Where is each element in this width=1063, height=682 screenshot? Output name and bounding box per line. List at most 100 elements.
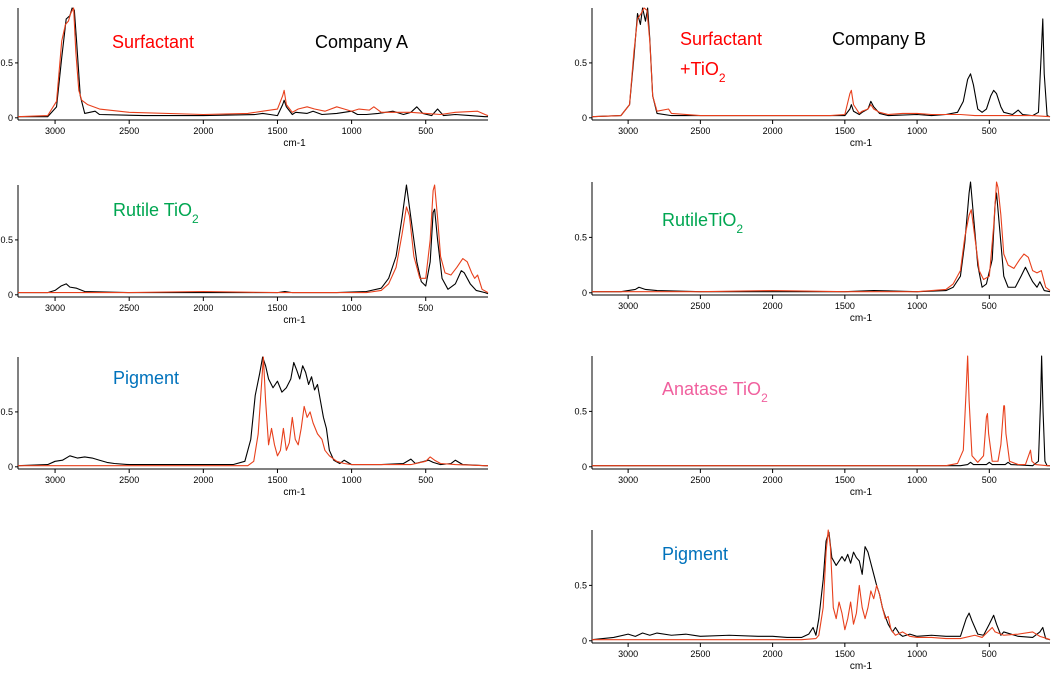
x-tick-label: 1500 <box>835 475 855 485</box>
x-tick-label: 2000 <box>763 126 783 136</box>
x-tick-label: 3000 <box>45 126 65 136</box>
x-tick-label: 1000 <box>907 126 927 136</box>
y-tick-label: 0 <box>582 462 587 472</box>
y-tick-label: 0.5 <box>574 232 587 242</box>
panel-label-text: RutileTiO <box>662 210 736 230</box>
panel-label: Pigment <box>113 368 179 388</box>
chart-panel-b3: 3000 2500 2000 1500 1000 500 0 0.5 cm-1 Anatase T… <box>574 355 1050 498</box>
chart-panel-a3: 3000 2500 2000 1500 1000 500 0 0.5 cm-1 Pigment <box>0 356 488 498</box>
panel-label-subscript: 2 <box>192 212 199 226</box>
x-tick-label: 2500 <box>119 303 139 313</box>
series-line-reference <box>18 356 488 467</box>
x-tick-label: 3000 <box>618 649 638 659</box>
series-line-reference <box>592 355 1050 467</box>
x-tick-label: 2500 <box>690 649 710 659</box>
y-tick-label: 0.5 <box>574 58 587 68</box>
series-line-sample <box>18 7 488 118</box>
panel-label-text: Rutile TiO <box>113 200 192 220</box>
panel-label: Rutile TiO2 <box>113 200 199 226</box>
panel-label-line2: +TiO2 <box>680 59 726 85</box>
series-line-sample <box>591 531 1051 641</box>
x-tick-label: 2500 <box>690 475 710 485</box>
company-b-title: Company B <box>832 29 926 49</box>
y-tick-label: 0 <box>8 113 13 123</box>
x-tick-label: 500 <box>418 126 433 136</box>
x-axis-label: cm-1 <box>850 313 873 324</box>
x-tick-label: 2000 <box>763 475 783 485</box>
chart-panel-b4: 3000 2500 2000 1500 1000 500 0 0.5 cm-1 Pigment <box>574 529 1051 672</box>
panel-label-subscript: 2 <box>719 71 726 85</box>
x-axis-label: cm-1 <box>850 138 873 149</box>
x-tick-label: 1000 <box>907 475 927 485</box>
y-tick-label: 0.5 <box>0 407 13 417</box>
series-line-reference <box>592 529 1051 641</box>
panel-label: RutileTiO2 <box>662 210 743 236</box>
panel-label: Surfactant <box>680 29 762 49</box>
panel-label-text: Anatase TiO <box>662 379 761 399</box>
series-line-sample <box>591 7 1051 118</box>
y-tick-label: 0 <box>8 290 13 300</box>
x-tick-label: 1500 <box>835 301 855 311</box>
chart-panel-b2: 3000 2500 2000 1500 1000 500 0 0.5 cm-1 RutileTiO… <box>574 181 1051 324</box>
x-tick-label: 3000 <box>45 475 65 485</box>
x-tick-label: 2000 <box>763 649 783 659</box>
series-line-reference <box>17 7 489 118</box>
x-tick-label: 2000 <box>193 126 213 136</box>
x-tick-label: 500 <box>418 303 433 313</box>
series-line-reference <box>591 7 1051 118</box>
company-a-title: Company A <box>315 32 408 52</box>
y-tick-label: 0.5 <box>574 406 587 416</box>
x-tick-label: 500 <box>982 126 997 136</box>
panel-label-subscript: 2 <box>761 391 768 405</box>
x-tick-label: 1500 <box>835 126 855 136</box>
series-line-reference <box>592 181 1051 293</box>
x-tick-label: 1500 <box>267 475 287 485</box>
x-tick-label: 3000 <box>618 126 638 136</box>
x-axis-label: cm-1 <box>850 487 873 498</box>
y-tick-label: 0 <box>582 288 587 298</box>
x-tick-label: 3000 <box>45 303 65 313</box>
panel-label: Anatase TiO2 <box>662 379 768 405</box>
y-tick-label: 0.5 <box>574 580 587 590</box>
x-axis-label: cm-1 <box>283 138 306 149</box>
x-tick-label: 500 <box>982 649 997 659</box>
x-axis-label: cm-1 <box>850 661 873 672</box>
series-line-reference <box>18 184 489 294</box>
panel-label-text: +TiO <box>680 59 719 79</box>
x-tick-label: 2000 <box>763 301 783 311</box>
x-tick-label: 2500 <box>119 126 139 136</box>
x-tick-label: 2500 <box>119 475 139 485</box>
panel-label-text: Pigment <box>662 544 728 564</box>
x-axis-label: cm-1 <box>283 487 306 498</box>
x-tick-label: 3000 <box>618 301 638 311</box>
x-tick-label: 1000 <box>907 649 927 659</box>
panel-label-text: Pigment <box>113 368 179 388</box>
x-tick-label: 1500 <box>835 649 855 659</box>
x-tick-label: 1500 <box>267 303 287 313</box>
x-tick-label: 3000 <box>618 475 638 485</box>
y-tick-label: 0.5 <box>0 58 13 68</box>
x-tick-label: 1000 <box>342 126 362 136</box>
series-line-sample <box>592 181 1051 293</box>
panel-label-text: Surfactant <box>112 32 194 52</box>
x-tick-label: 2000 <box>193 303 213 313</box>
x-tick-label: 2500 <box>690 126 710 136</box>
y-tick-label: 0 <box>582 113 587 123</box>
x-tick-label: 500 <box>982 301 997 311</box>
series-line-sample <box>17 356 488 467</box>
y-tick-label: 0 <box>8 462 13 472</box>
x-tick-label: 2000 <box>193 475 213 485</box>
x-tick-label: 1000 <box>342 303 362 313</box>
y-tick-label: 0 <box>582 636 587 646</box>
chart-panel-b1: 3000 2500 2000 1500 1000 500 0 0.5 cm-1 Surfactan… <box>574 7 1051 149</box>
x-tick-label: 1500 <box>267 126 287 136</box>
x-tick-label: 500 <box>418 475 433 485</box>
panel-label: Pigment <box>662 544 728 564</box>
y-tick-label: 0.5 <box>0 235 13 245</box>
chart-panel-a1: 3000 2500 2000 1500 1000 500 0 0.5 cm-1 Surfactan… <box>0 7 489 149</box>
x-axis-label: cm-1 <box>283 315 306 326</box>
chart-panel-a2: 3000 2500 2000 1500 1000 500 0 0.5 cm-1 Rutile Ti… <box>0 184 489 326</box>
panel-label-subscript: 2 <box>736 222 743 236</box>
x-tick-label: 2500 <box>690 301 710 311</box>
